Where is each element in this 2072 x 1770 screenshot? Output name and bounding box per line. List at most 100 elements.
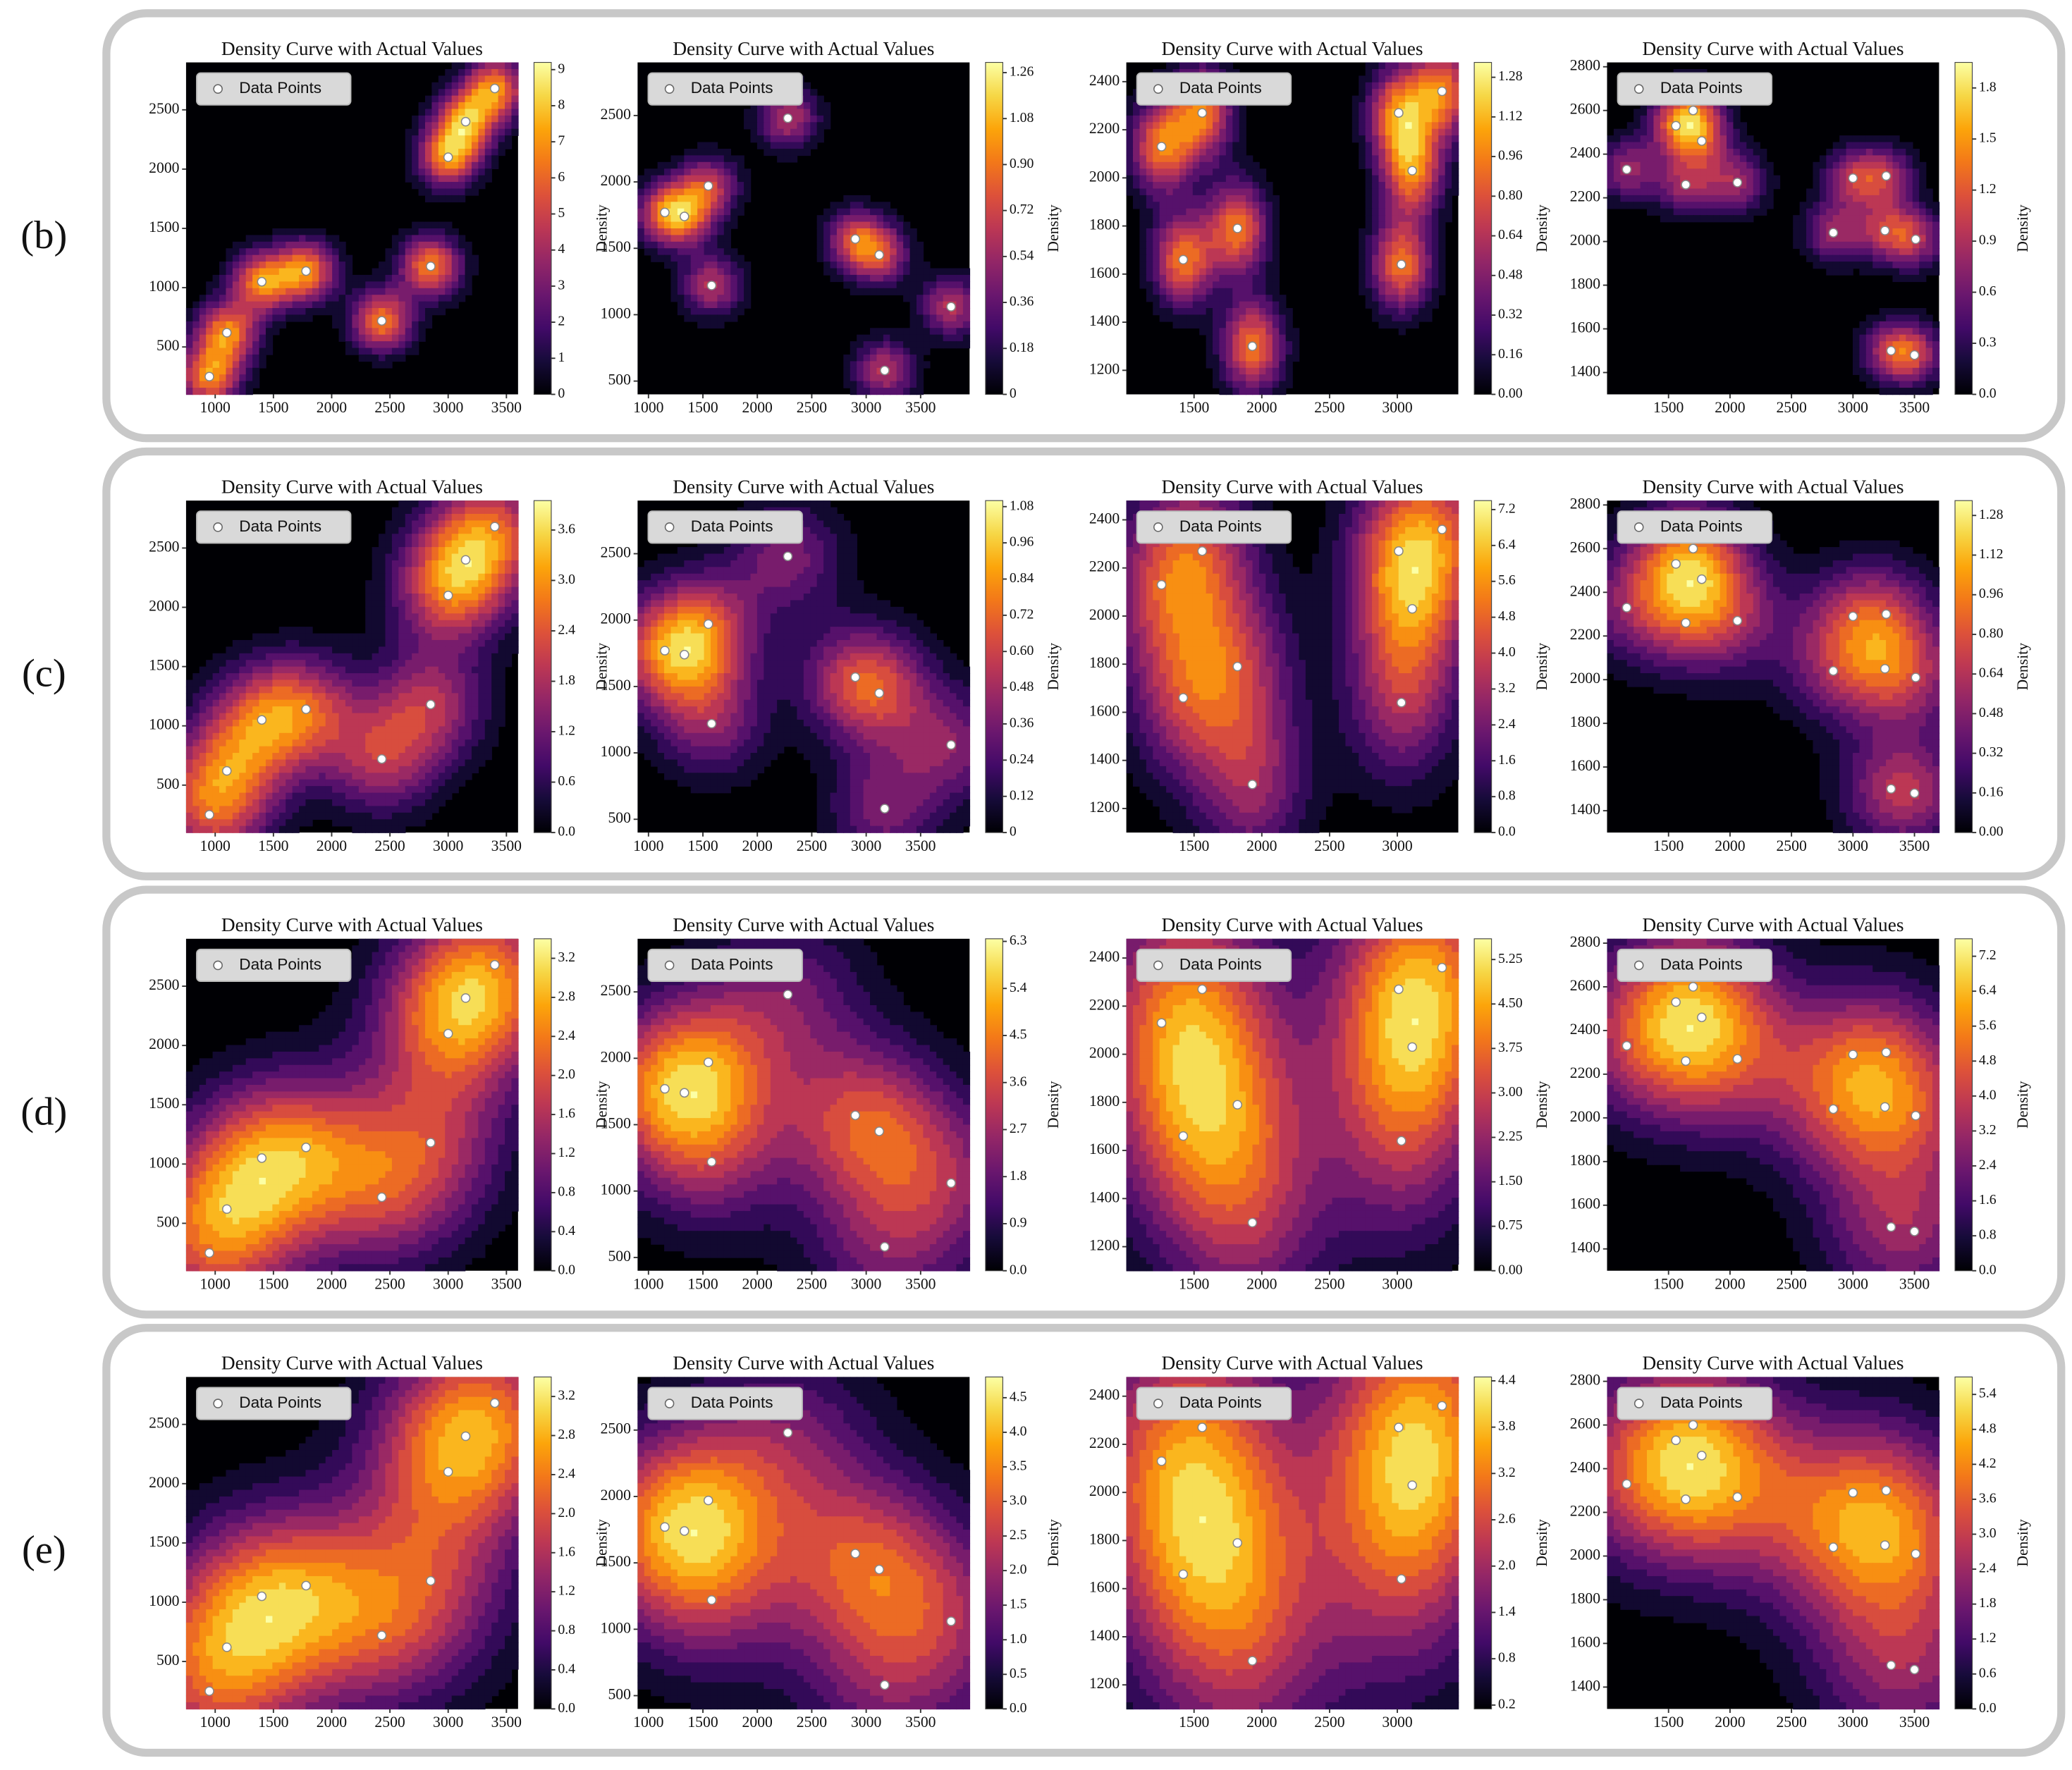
density-cell xyxy=(1707,195,1714,202)
density-cell xyxy=(339,255,346,262)
density-cell xyxy=(398,275,405,282)
density-cell xyxy=(452,89,459,96)
density-cell xyxy=(697,281,704,288)
density-cell xyxy=(465,580,472,587)
density-cell xyxy=(890,215,897,222)
density-cell xyxy=(857,262,864,269)
density-cell xyxy=(823,228,830,235)
density-cell xyxy=(1133,168,1140,176)
density-cell xyxy=(1366,262,1373,269)
density-cell xyxy=(345,281,353,288)
density-cell xyxy=(1614,168,1621,176)
density-cell xyxy=(1146,288,1153,295)
density-cell xyxy=(431,102,439,109)
density-cell xyxy=(200,361,207,368)
density-cell xyxy=(425,162,432,169)
density-cell xyxy=(1425,69,1432,76)
density-cell xyxy=(1166,195,1173,202)
density-cell xyxy=(717,235,724,242)
density-cell xyxy=(1259,222,1266,229)
density-cell xyxy=(1418,96,1426,103)
density-cell xyxy=(1425,255,1432,262)
density-cell xyxy=(478,534,485,541)
density-cell xyxy=(843,368,850,375)
density-cell xyxy=(651,248,658,255)
density-cell xyxy=(1932,255,1939,262)
density-cell xyxy=(419,541,426,548)
density-cell xyxy=(425,314,432,321)
density-cell xyxy=(1166,209,1173,216)
density-cell xyxy=(1746,168,1753,176)
y-tick-label: 2000 xyxy=(1089,168,1120,185)
density-cell xyxy=(445,508,452,515)
density-cell xyxy=(757,142,764,149)
density-cell xyxy=(405,242,412,249)
density-cell xyxy=(850,341,857,348)
density-cell xyxy=(372,567,379,574)
density-cell xyxy=(1173,129,1180,136)
density-cell xyxy=(1232,149,1239,156)
density-cell xyxy=(233,388,240,395)
density-cell xyxy=(876,235,883,242)
density-cell xyxy=(1899,235,1906,242)
density-cell xyxy=(1206,109,1213,116)
density-cell xyxy=(1193,215,1200,222)
density-cell xyxy=(233,328,240,335)
density-cell xyxy=(1753,182,1760,189)
density-cell xyxy=(233,348,240,355)
density-cell xyxy=(637,242,644,249)
density-cell xyxy=(963,288,970,295)
density-cell xyxy=(1226,242,1233,249)
density-cell xyxy=(345,314,353,321)
density-cell xyxy=(1392,255,1399,262)
density-cell xyxy=(1693,168,1700,176)
density-cell xyxy=(1866,248,1873,255)
density-cell xyxy=(810,135,817,142)
density-cell xyxy=(870,355,877,362)
density-cell xyxy=(1687,129,1694,136)
density-cell xyxy=(266,248,273,255)
density-cell xyxy=(843,235,850,242)
density-cell xyxy=(1886,308,1893,315)
density-cell xyxy=(319,275,326,282)
density-cell xyxy=(345,308,353,315)
density-cell xyxy=(1839,242,1846,249)
density-cell xyxy=(711,321,718,328)
density-cell xyxy=(1186,302,1193,309)
density-cell xyxy=(1265,295,1273,302)
density-cell xyxy=(326,269,333,276)
density-cell xyxy=(870,215,877,222)
density-cell xyxy=(817,129,824,136)
density-cell xyxy=(1806,209,1813,216)
density-cell xyxy=(233,335,240,342)
density-cell xyxy=(1425,176,1432,183)
density-cell xyxy=(1206,209,1213,216)
density-cell xyxy=(339,269,346,276)
density-cell xyxy=(345,341,353,348)
density-cell xyxy=(465,149,472,156)
density-cell xyxy=(1746,142,1753,149)
x-tick-label: 2000 xyxy=(317,399,347,416)
density-cell xyxy=(465,520,472,527)
density-cell xyxy=(1226,155,1233,162)
density-cell xyxy=(1627,195,1634,202)
density-cell xyxy=(1146,275,1153,282)
density-cell xyxy=(498,580,505,587)
colorbar-tick-label: 0.90 xyxy=(1010,156,1034,171)
density-cell xyxy=(744,262,751,269)
density-cell xyxy=(1418,182,1426,189)
density-cell xyxy=(1392,228,1399,235)
density-cell xyxy=(458,295,465,302)
density-cell xyxy=(226,248,233,255)
density-cell xyxy=(392,600,399,607)
density-cell xyxy=(883,202,890,209)
density-cell xyxy=(1880,348,1887,355)
density-cell xyxy=(472,269,479,276)
density-cell xyxy=(1399,321,1406,328)
density-cell xyxy=(1193,195,1200,202)
density-cell xyxy=(445,541,452,548)
density-cell xyxy=(352,328,359,335)
density-cell xyxy=(897,374,904,381)
density-cell xyxy=(412,534,419,541)
density-cell xyxy=(1425,248,1432,255)
